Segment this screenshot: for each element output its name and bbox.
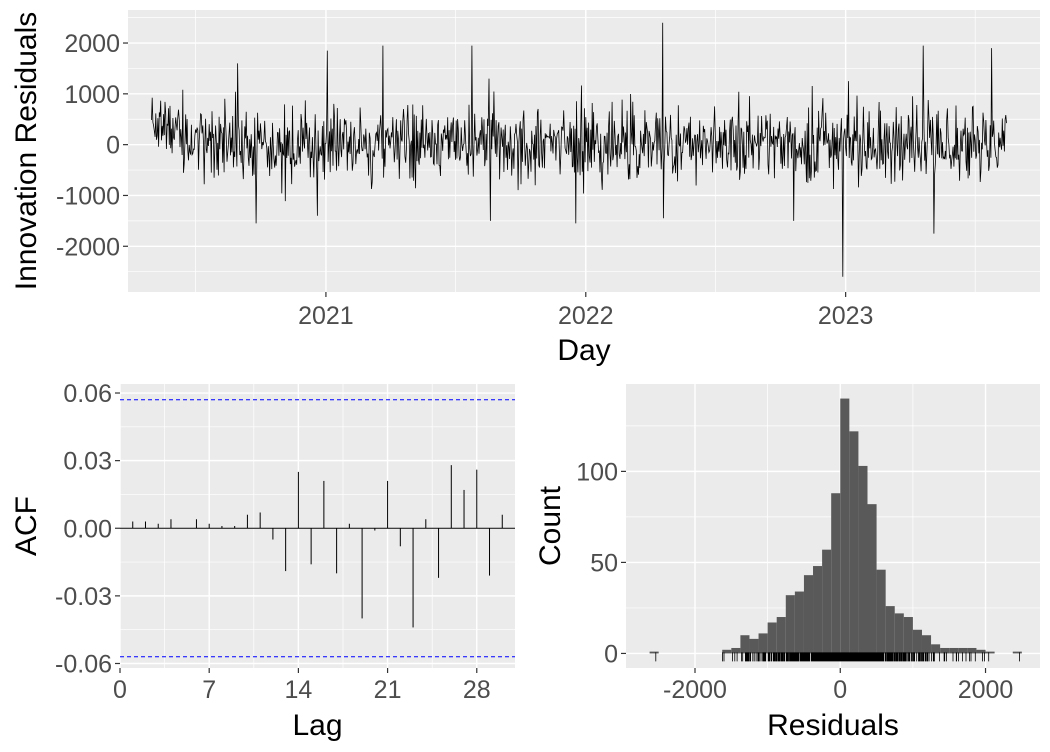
histogram-bar [794,591,804,654]
histogram-bar [649,651,659,654]
residuals-time-plot: -2000 -1000 0 1000 2000 2021 2022 2023 Day Innova… [10,10,1040,367]
y-tick-label: 0.00 [63,515,112,543]
x-axis-title: Residuals [767,709,899,742]
y-tick-label: -0.06 [55,650,112,678]
y-tick-label: -2000 [56,233,120,261]
x-axis-title: Lag [292,709,342,742]
histogram-bar [931,644,941,654]
histogram-bar [885,606,895,654]
y-tick-label: 2000 [64,30,120,58]
histogram-bar [976,649,986,654]
x-tick-label: 21 [374,676,402,704]
acf-plot: -0.06 -0.03 0.00 0.03 0.06 0 7 14 21 28 Lag ACF [10,380,515,742]
histogram-bar [776,617,786,654]
x-tick-label: 0 [833,676,847,704]
x-tick-label: 0 [113,676,127,704]
histogram-bar [731,647,741,654]
histogram-bar [785,595,795,654]
y-axis-title: Count [534,485,567,566]
histogram-bar [722,649,732,654]
histogram-bar [867,504,877,654]
x-tick-label: 2023 [818,302,874,330]
histogram-bar [858,465,868,654]
y-tick-label: 0.06 [63,380,112,408]
histogram-bar [949,647,959,654]
histogram-bar [803,575,814,654]
x-tick-label: 28 [463,676,491,704]
histogram-bar [985,651,995,654]
histogram-bar [921,635,932,654]
histogram-bar [958,647,968,654]
x-tick-label: 7 [202,676,216,704]
y-tick-label: 1000 [64,81,120,109]
residuals-histogram: 0 50 100 -2000 0 2000 Residuals Count [534,384,1040,742]
histogram-bar [758,633,768,654]
histogram-bar [822,549,832,654]
histogram-bar [1012,651,1022,654]
histogram-bar [831,493,841,654]
histogram-bar [876,569,886,654]
histogram-bar [849,431,859,654]
y-tick-label: 0 [106,132,120,160]
histogram-bar [840,398,850,654]
histogram-bar [894,613,904,654]
x-axis-title: Day [557,334,610,367]
x-tick-label: 2000 [958,676,1014,704]
rug-marks [655,652,1020,662]
x-tick-label: 2022 [558,302,614,330]
histogram-bar [767,622,777,654]
histogram-bar [967,647,977,654]
histogram-bar [749,638,759,654]
y-tick-label: -1000 [56,182,120,210]
y-tick-label: 0 [604,640,618,668]
y-tick-label: 50 [590,549,618,577]
histogram-bar [740,635,750,654]
y-axis-title: ACF [10,496,43,556]
histogram-bar [813,566,823,654]
histogram-bar [903,617,913,654]
y-tick-label: 100 [576,458,618,486]
panel-background [120,384,515,668]
histogram-bar [940,647,950,654]
x-tick-label: 14 [284,676,312,704]
y-tick-label: -0.03 [55,583,112,611]
x-tick-label: -2000 [663,676,727,704]
y-axis-title: Innovation Residuals [10,12,43,291]
histogram-bar [912,629,922,654]
residual-series-line [151,22,1007,277]
x-tick-label: 2021 [298,302,354,330]
y-tick-label: 0.03 [63,448,112,476]
